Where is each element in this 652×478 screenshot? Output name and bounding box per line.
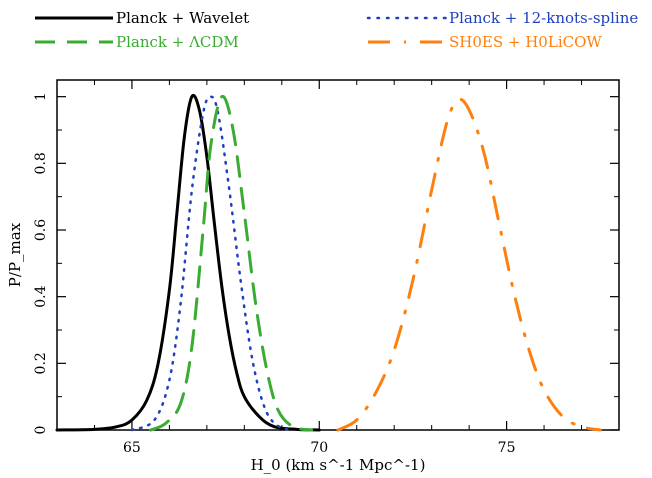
legend-item-planck-spline: Planck + 12-knots-spline: [366, 9, 638, 27]
legend-label-shoes-h0licow: SH0ES + H0LiCOW: [449, 33, 602, 51]
legend-item-planck-wavelet: Planck + Wavelet: [35, 9, 249, 27]
y-tick-label: 0.6: [33, 219, 49, 241]
y-tick-label: 0.8: [33, 152, 49, 174]
legend-item-shoes-h0licow: SH0ES + H0LiCOW: [368, 33, 602, 51]
y-tick-label: 0.2: [33, 352, 49, 374]
series-line-dashdot: [336, 97, 602, 432]
curves: [55, 93, 602, 432]
legend-item-planck-lcdm: Planck + ΛCDM: [35, 33, 239, 51]
legend-label-planck-lcdm: Planck + ΛCDM: [116, 33, 239, 51]
legend-label-planck-spline: Planck + 12-knots-spline: [449, 9, 638, 27]
y-tick-label: 0.4: [33, 285, 49, 307]
y-tick-label: 1: [33, 92, 49, 101]
x-axis-label: H_0 (km s^-1 Mpc^-1): [251, 456, 426, 474]
plot-frame: [56, 79, 620, 431]
legend-label-planck-wavelet: Planck + Wavelet: [116, 9, 249, 27]
legend: Planck + Wavelet Planck + ΛCDM Planck + …: [35, 9, 638, 51]
y-tick-label: 0: [33, 426, 49, 435]
series-line-longdash: [149, 95, 314, 432]
series-line-solid: [55, 93, 321, 432]
y-axis-ticks: 0 0.2 0.4 0.6 0.8 1: [33, 92, 619, 434]
x-tick-label: 75: [498, 440, 516, 456]
x-tick-label: 70: [310, 440, 328, 456]
y-axis-label: P/P_max: [6, 222, 24, 287]
x-tick-label: 65: [123, 440, 141, 456]
x-axis-ticks: 65 70 75: [56, 80, 620, 456]
